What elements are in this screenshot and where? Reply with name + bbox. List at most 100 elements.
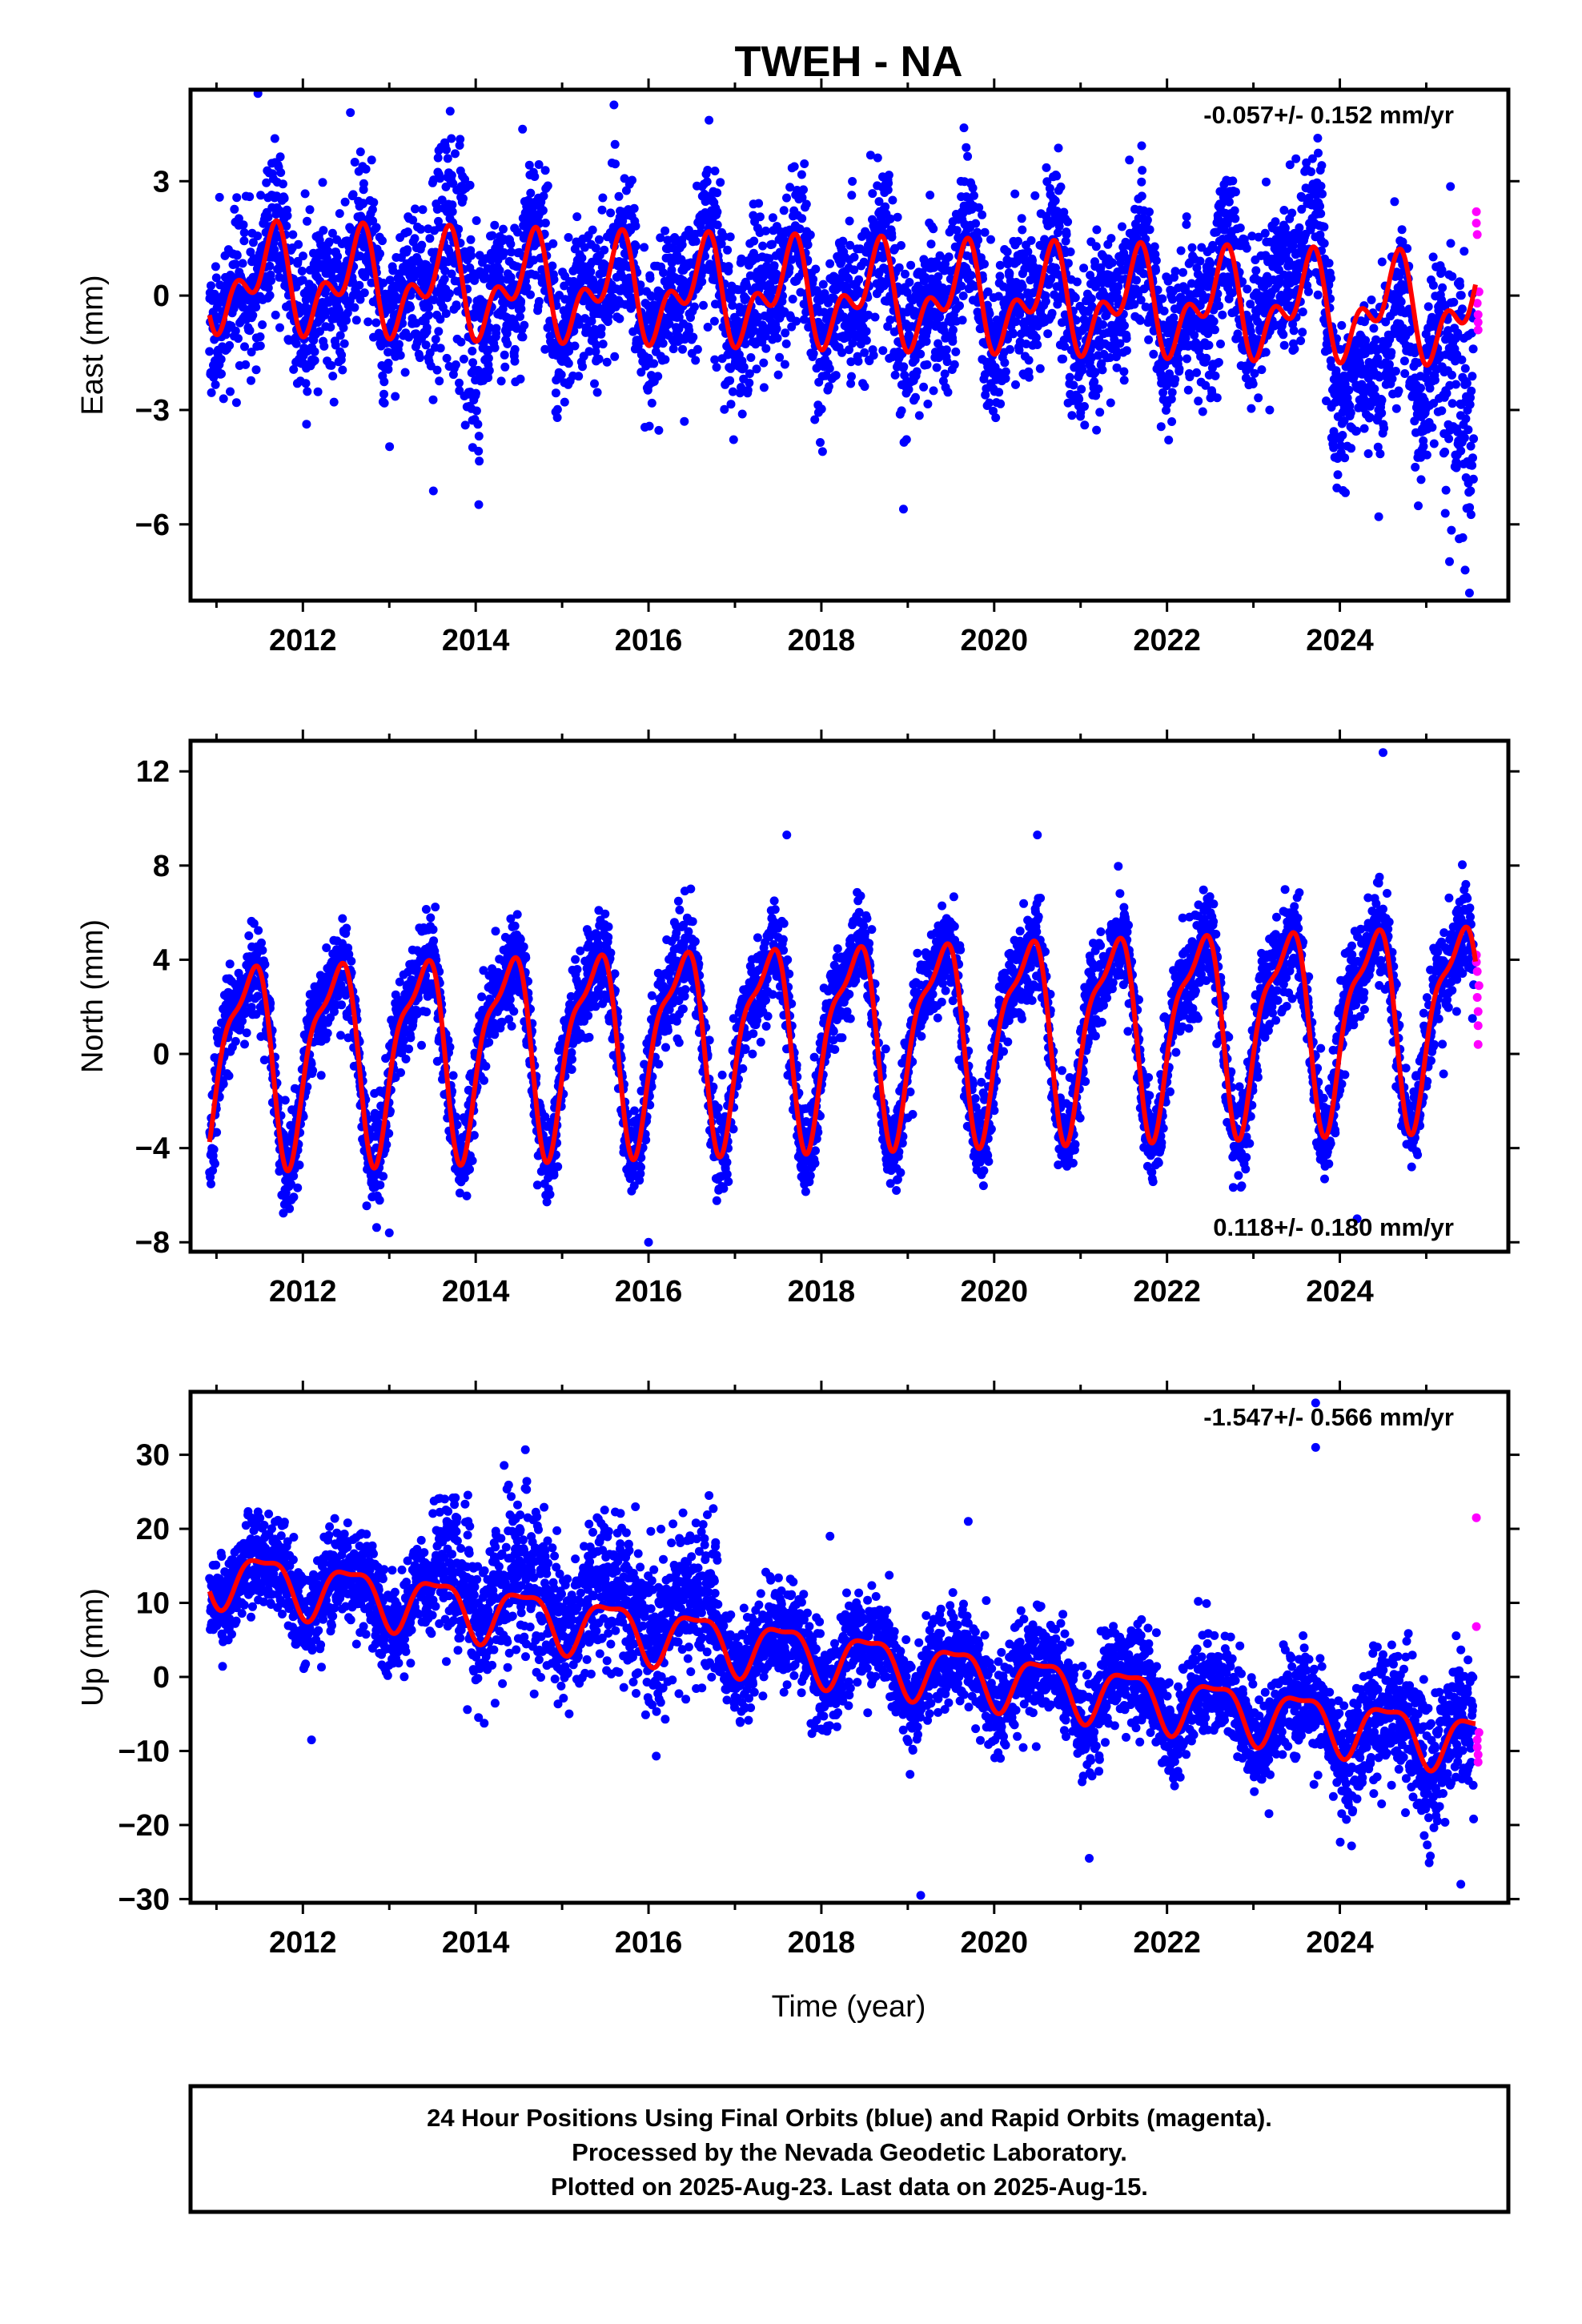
final-orbit-point (645, 274, 655, 283)
final-orbit-point (451, 360, 460, 369)
final-orbit-point (697, 277, 707, 287)
final-orbit-point (647, 398, 656, 408)
final-orbit-point (256, 191, 266, 200)
final-orbit-point (231, 398, 241, 408)
final-orbit-point (594, 354, 604, 364)
final-orbit-point (980, 227, 990, 237)
final-orbit-point (506, 239, 516, 249)
final-orbit-point (590, 379, 599, 388)
final-orbit-point (1243, 284, 1252, 294)
final-orbit-point (853, 356, 863, 366)
final-orbit-point (422, 323, 432, 332)
final-orbit-point (1107, 258, 1117, 267)
final-orbit-point (1457, 355, 1467, 364)
final-orbit-point (1367, 296, 1376, 304)
final-orbit-point (548, 239, 558, 248)
final-orbit-point (958, 292, 968, 300)
final-orbit-point (1431, 376, 1439, 385)
final-orbit-point (729, 435, 738, 444)
final-orbit-point (680, 416, 689, 426)
final-orbit-point (644, 421, 654, 431)
final-orbit-point (1262, 177, 1271, 187)
final-orbit-point (1195, 256, 1205, 266)
final-orbit-point (591, 347, 600, 356)
final-orbit-point (1151, 266, 1160, 275)
final-orbit-point (726, 400, 736, 409)
final-orbit-point (1035, 364, 1045, 373)
final-orbit-point (443, 154, 452, 163)
final-orbit-point (539, 191, 548, 201)
final-orbit-point (499, 224, 508, 234)
final-orbit-point (1440, 509, 1450, 518)
final-orbit-point (572, 212, 582, 222)
final-orbit-point (1074, 394, 1084, 404)
final-orbit-point (474, 446, 484, 456)
final-orbit-point (845, 216, 854, 226)
final-orbit-point (1251, 266, 1261, 275)
final-orbit-point (429, 296, 439, 304)
final-orbit-point (1231, 214, 1240, 223)
final-orbit-point (460, 420, 470, 430)
final-orbit-point (1086, 294, 1096, 304)
final-orbit-point (1428, 252, 1438, 262)
final-orbit-point (905, 278, 914, 287)
final-orbit-point (388, 266, 398, 275)
final-orbit-point (1260, 228, 1270, 238)
final-orbit-point (247, 348, 256, 357)
final-orbit-point (475, 456, 484, 466)
final-orbit-point (1106, 234, 1116, 243)
final-orbit-point (335, 209, 344, 219)
final-orbit-point (1135, 316, 1145, 325)
final-orbit-point (677, 240, 687, 250)
final-orbit-point (779, 206, 789, 215)
final-orbit-point (870, 312, 880, 322)
final-orbit-point (713, 220, 722, 230)
final-orbit-point (825, 364, 834, 373)
final-orbit-point (952, 226, 962, 235)
final-orbit-point (817, 404, 826, 414)
final-orbit-point (1346, 408, 1355, 417)
final-orbit-point (526, 188, 536, 198)
final-orbit-point (873, 153, 882, 163)
final-orbit-point (986, 235, 995, 244)
final-orbit-point (649, 359, 659, 368)
final-orbit-point (375, 249, 384, 259)
final-orbit-point (540, 344, 550, 354)
final-orbit-point (759, 358, 769, 368)
final-orbit-point (717, 239, 726, 248)
final-orbit-point (1120, 321, 1129, 331)
final-orbit-point (300, 189, 310, 199)
final-orbit-point (1119, 367, 1129, 376)
final-orbit-point (1050, 196, 1060, 206)
final-orbit-point (878, 346, 888, 356)
final-orbit-point (897, 406, 906, 416)
final-orbit-point (411, 204, 420, 214)
final-orbit-point (1296, 336, 1306, 345)
final-orbit-point (319, 341, 329, 351)
final-orbit-point (240, 342, 249, 352)
final-orbit-point (379, 398, 389, 408)
final-orbit-point (611, 159, 620, 169)
final-orbit-point (209, 372, 219, 382)
final-orbit-point (348, 190, 358, 199)
final-orbit-point (241, 360, 251, 369)
final-orbit-point (361, 164, 371, 174)
final-orbit-point (323, 247, 333, 256)
final-orbit-point (606, 208, 616, 218)
final-orbit-point (640, 243, 649, 252)
final-orbit-point (1351, 426, 1361, 436)
final-orbit-point (1224, 197, 1234, 207)
final-orbit-point (425, 234, 435, 243)
final-orbit-point (1447, 370, 1456, 380)
final-orbit-point (780, 360, 789, 369)
final-orbit-point (610, 352, 620, 361)
final-orbit-point (1069, 380, 1078, 390)
final-orbit-point (577, 253, 587, 263)
final-orbit-point (459, 354, 468, 364)
final-orbit-point (713, 207, 722, 217)
final-orbit-point (586, 267, 596, 276)
final-orbit-point (888, 195, 897, 205)
final-orbit-point (958, 316, 967, 325)
final-orbit-point (276, 168, 286, 177)
final-orbit-point (445, 107, 455, 116)
